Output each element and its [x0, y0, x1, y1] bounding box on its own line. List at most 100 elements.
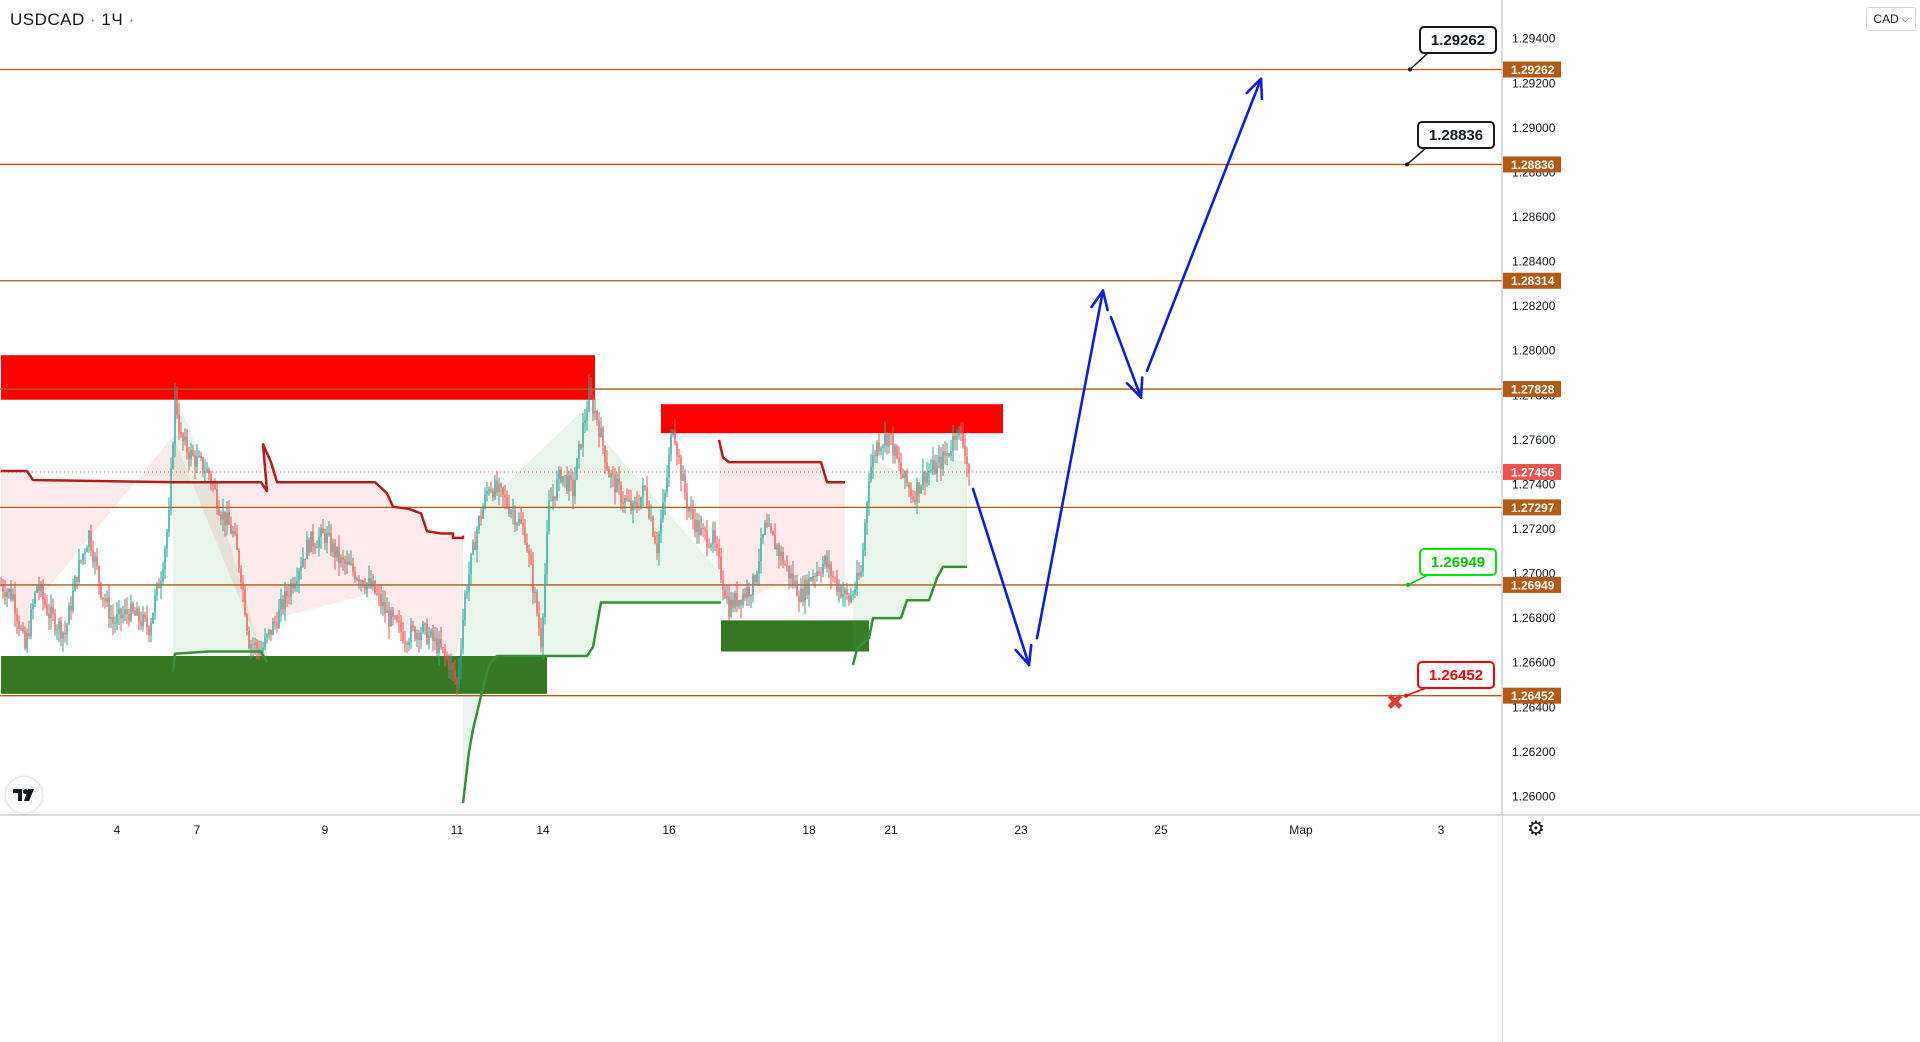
candle-body — [220, 514, 222, 520]
forecast-leg-up — [1035, 289, 1105, 640]
candle-body — [648, 504, 650, 518]
candle-body — [892, 435, 894, 456]
candle-body — [228, 512, 230, 525]
candle-body — [806, 579, 808, 595]
callout-pointer — [1405, 687, 1427, 697]
candle-body — [180, 431, 182, 435]
candle-body — [660, 519, 662, 534]
candle-body — [728, 596, 730, 617]
candle-body — [298, 571, 300, 581]
candle-body — [386, 610, 388, 613]
candle-body — [196, 456, 198, 467]
candle-body — [18, 621, 20, 629]
level-price-badge — [1503, 687, 1561, 704]
candle-body — [394, 616, 396, 618]
level-price-badge-label: 1.29262 — [1511, 63, 1555, 77]
candle-body — [646, 487, 648, 505]
candle-body — [864, 522, 866, 550]
candle-body — [564, 475, 566, 477]
candle-body — [550, 500, 552, 502]
candle-body — [908, 483, 910, 489]
candle-body — [956, 435, 958, 440]
candle-body — [436, 637, 438, 653]
candle-body — [888, 433, 890, 447]
candle-body — [392, 610, 394, 617]
candle-body — [118, 608, 120, 615]
candle-body — [304, 558, 306, 560]
candle-body — [202, 457, 204, 473]
candle-body — [650, 517, 652, 519]
candle-body — [766, 522, 768, 527]
candle-body — [572, 479, 574, 497]
candle-body — [920, 485, 922, 494]
currency-selector[interactable]: CAD ⌵ — [1866, 7, 1916, 31]
candle-body — [600, 427, 602, 437]
candle-body — [714, 530, 716, 544]
level-price-badge-label: 1.26452 — [1511, 689, 1555, 703]
candle-body — [622, 502, 624, 504]
candle-body — [224, 511, 226, 526]
candle-body — [776, 545, 778, 550]
x-mark-icon: ✖ — [1386, 691, 1404, 716]
candle-body — [514, 510, 516, 525]
candle-body — [886, 434, 888, 447]
candle-body — [2, 584, 4, 592]
candle-body — [966, 456, 968, 465]
trail-green-line — [171, 650, 269, 672]
candle-body — [736, 593, 738, 607]
candle-body — [684, 474, 686, 493]
current-price-badge-label: 1.27456 — [1511, 465, 1555, 479]
candle-body — [312, 531, 314, 547]
candle-body — [794, 580, 796, 584]
candle-body — [124, 609, 126, 615]
candle-body — [582, 423, 584, 448]
candle-body — [760, 537, 762, 562]
candle-body — [720, 556, 722, 580]
candle-body — [56, 629, 58, 631]
candle-body — [836, 578, 838, 592]
candle-body — [216, 488, 218, 509]
candle-body — [174, 390, 176, 445]
candle-body — [596, 411, 598, 421]
candle-body — [106, 597, 108, 602]
symbol-title[interactable]: USDCAD · 1Ч · — [10, 10, 135, 30]
candle-body — [492, 491, 494, 498]
candle-body — [142, 614, 144, 627]
candle-body — [70, 605, 72, 611]
candle-body — [854, 589, 856, 594]
candle-body — [802, 588, 804, 602]
time-tick-label: 25 — [1154, 823, 1168, 837]
forecast-leg-down — [971, 487, 1031, 667]
trail-fills-layer — [1, 395, 967, 804]
candle-body — [786, 564, 788, 566]
candle-body — [744, 593, 746, 598]
candle-body — [384, 602, 386, 613]
candle-body — [894, 445, 896, 456]
candle-body — [324, 533, 326, 544]
candle-body — [226, 512, 228, 526]
candle-body — [64, 632, 66, 635]
candle-body — [698, 520, 700, 535]
candle-body — [520, 519, 522, 524]
candle-body — [490, 489, 492, 492]
candle-body — [84, 552, 86, 554]
candle-body — [200, 456, 202, 458]
callout-label: 1.28836 — [1429, 127, 1483, 144]
candle-body — [10, 588, 12, 600]
trail-green-3-fill — [853, 458, 967, 665]
candle-body — [664, 492, 666, 502]
candle-body — [164, 548, 166, 570]
candle-body — [408, 641, 410, 646]
candle-body — [500, 483, 502, 488]
candle-body — [236, 534, 238, 550]
forecast-arrow-target — [1245, 77, 1264, 101]
candle-body — [350, 563, 352, 565]
candle-body — [322, 528, 324, 534]
candle-body — [6, 592, 8, 597]
tradingview-logo-icon[interactable] — [6, 777, 42, 813]
candle-body — [916, 482, 918, 502]
candle-body — [162, 569, 164, 582]
gear-icon[interactable]: ⚙ — [1527, 818, 1545, 840]
